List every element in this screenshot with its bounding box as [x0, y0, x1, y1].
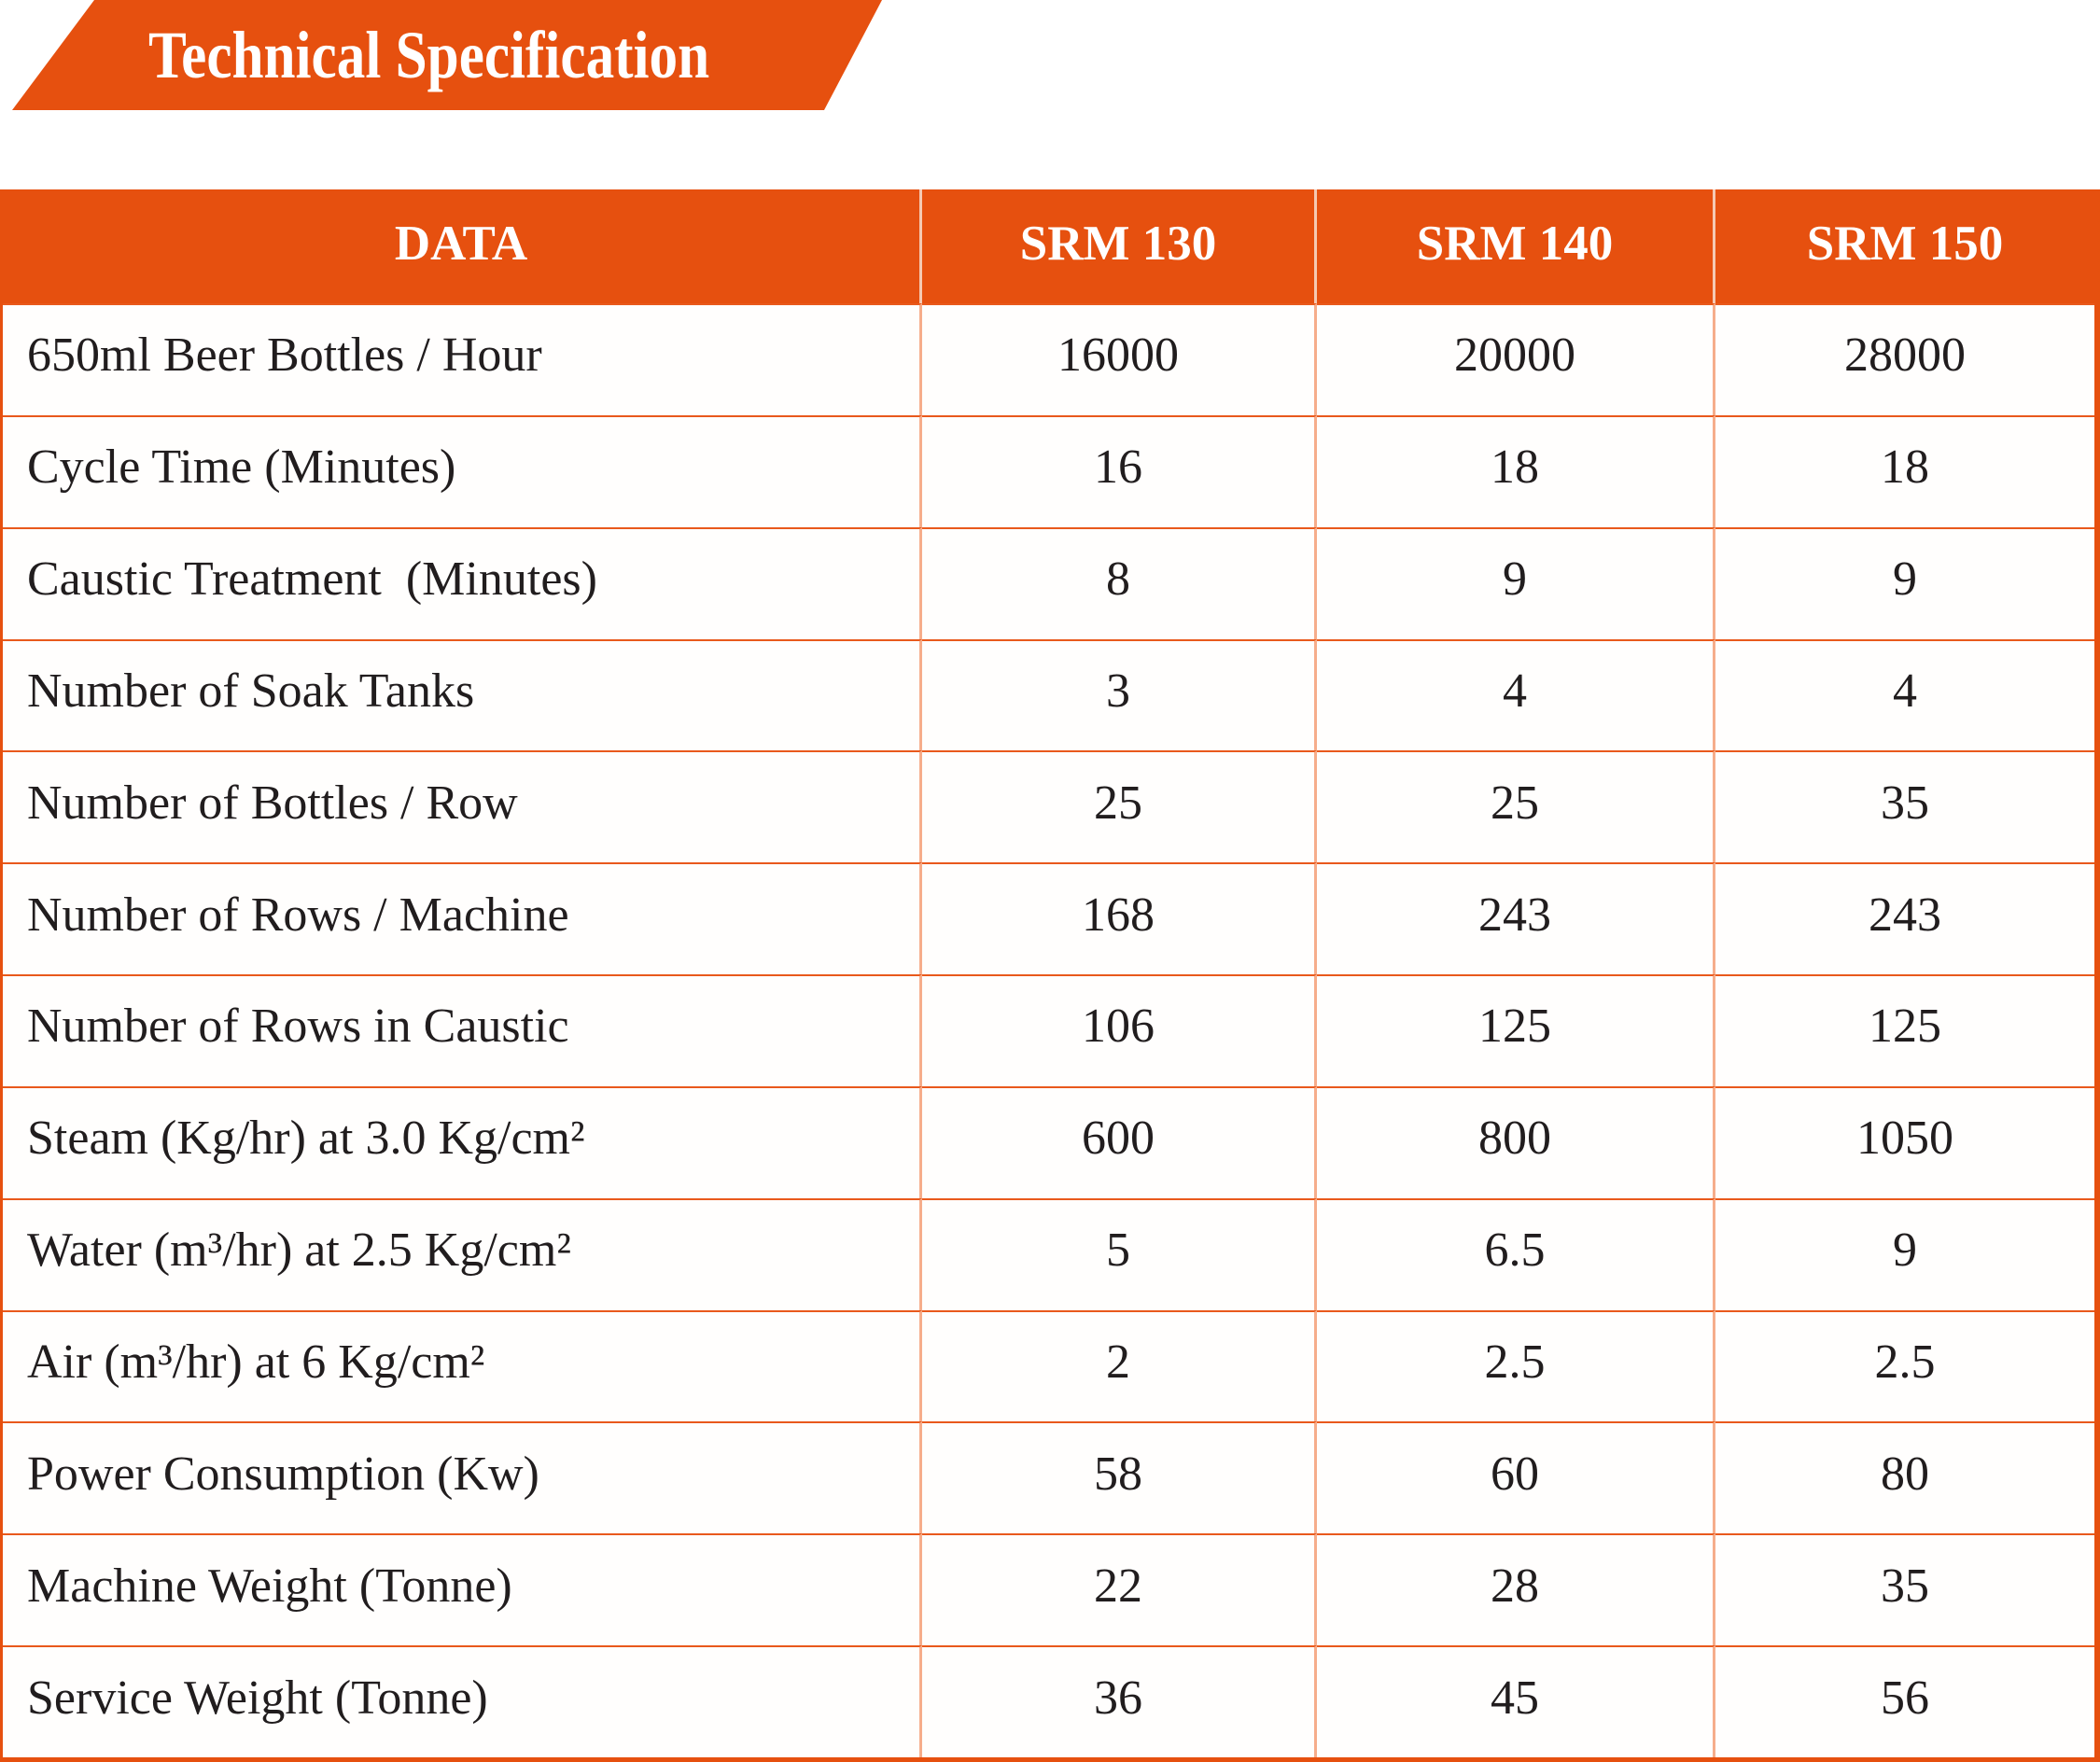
- cell-value: 106: [922, 974, 1317, 1086]
- cell-value: 2: [922, 1309, 1317, 1422]
- cell-value: 243: [1715, 862, 2094, 975]
- cell-value: 18: [1317, 414, 1715, 527]
- row-label: Number of Soak Tanks: [3, 638, 922, 751]
- cell-value: 4: [1715, 638, 2094, 751]
- cell-value: 22: [922, 1533, 1317, 1646]
- cell-value: 168: [922, 862, 1317, 975]
- cell-value: 16: [922, 414, 1317, 527]
- cell-value: 125: [1715, 974, 2094, 1086]
- cell-value: 56: [1715, 1645, 2094, 1757]
- cell-value: 58: [922, 1421, 1317, 1534]
- cell-value: 2.5: [1715, 1309, 2094, 1422]
- row-label: Air (m³/hr) at 6 Kg/cm²: [3, 1309, 922, 1422]
- row-label: Number of Rows in Caustic: [3, 974, 922, 1086]
- row-label: Power Consumption (Kw): [3, 1421, 922, 1534]
- row-label: Caustic Treatment (Minutes): [3, 526, 922, 639]
- title-banner: Technical Specification: [12, 0, 882, 110]
- cell-value: 9: [1715, 1197, 2094, 1310]
- cell-value: 45: [1317, 1645, 1715, 1757]
- cell-value: 9: [1715, 526, 2094, 639]
- row-label: Water (m³/hr) at 2.5 Kg/cm²: [3, 1197, 922, 1310]
- cell-value: 35: [1715, 1533, 2094, 1646]
- cell-value: 600: [922, 1085, 1317, 1198]
- cell-value: 125: [1317, 974, 1715, 1086]
- page-title: Technical Specification: [147, 18, 710, 92]
- cell-value: 3: [922, 638, 1317, 751]
- cell-value: 4: [1317, 638, 1715, 751]
- cell-value: 5: [922, 1197, 1317, 1310]
- cell-value: 6.5: [1317, 1197, 1715, 1310]
- cell-value: 20000: [1317, 303, 1715, 415]
- row-label: Steam (Kg/hr) at 3.0 Kg/cm²: [3, 1085, 922, 1198]
- row-label: 650ml Beer Bottles / Hour: [3, 303, 922, 415]
- cell-value: 60: [1317, 1421, 1715, 1534]
- cell-value: 243: [1317, 862, 1715, 975]
- row-label: Cycle Time (Minutes): [3, 414, 922, 527]
- column-header-data: DATA: [3, 189, 922, 303]
- row-label: Number of Bottles / Row: [3, 750, 922, 863]
- cell-value: 80: [1715, 1421, 2094, 1534]
- cell-value: 36: [922, 1645, 1317, 1757]
- column-header-srm140: SRM 140: [1317, 189, 1715, 303]
- cell-value: 1050: [1715, 1085, 2094, 1198]
- row-label: Machine Weight (Tonne): [3, 1533, 922, 1646]
- cell-value: 28000: [1715, 303, 2094, 415]
- row-label: Service Weight (Tonne): [3, 1645, 922, 1757]
- cell-value: 8: [922, 526, 1317, 639]
- cell-value: 35: [1715, 750, 2094, 863]
- cell-value: 28: [1317, 1533, 1715, 1646]
- cell-value: 16000: [922, 303, 1317, 415]
- cell-value: 25: [922, 750, 1317, 863]
- row-label: Number of Rows / Machine: [3, 862, 922, 975]
- cell-value: 18: [1715, 414, 2094, 527]
- cell-value: 800: [1317, 1085, 1715, 1198]
- cell-value: 2.5: [1317, 1309, 1715, 1422]
- cell-value: 9: [1317, 526, 1715, 639]
- cell-value: 25: [1317, 750, 1715, 863]
- column-header-srm130: SRM 130: [922, 189, 1317, 303]
- spec-table: DATA SRM 130 SRM 140 SRM 150 650ml Beer …: [0, 189, 2100, 1762]
- column-header-srm150: SRM 150: [1715, 189, 2094, 303]
